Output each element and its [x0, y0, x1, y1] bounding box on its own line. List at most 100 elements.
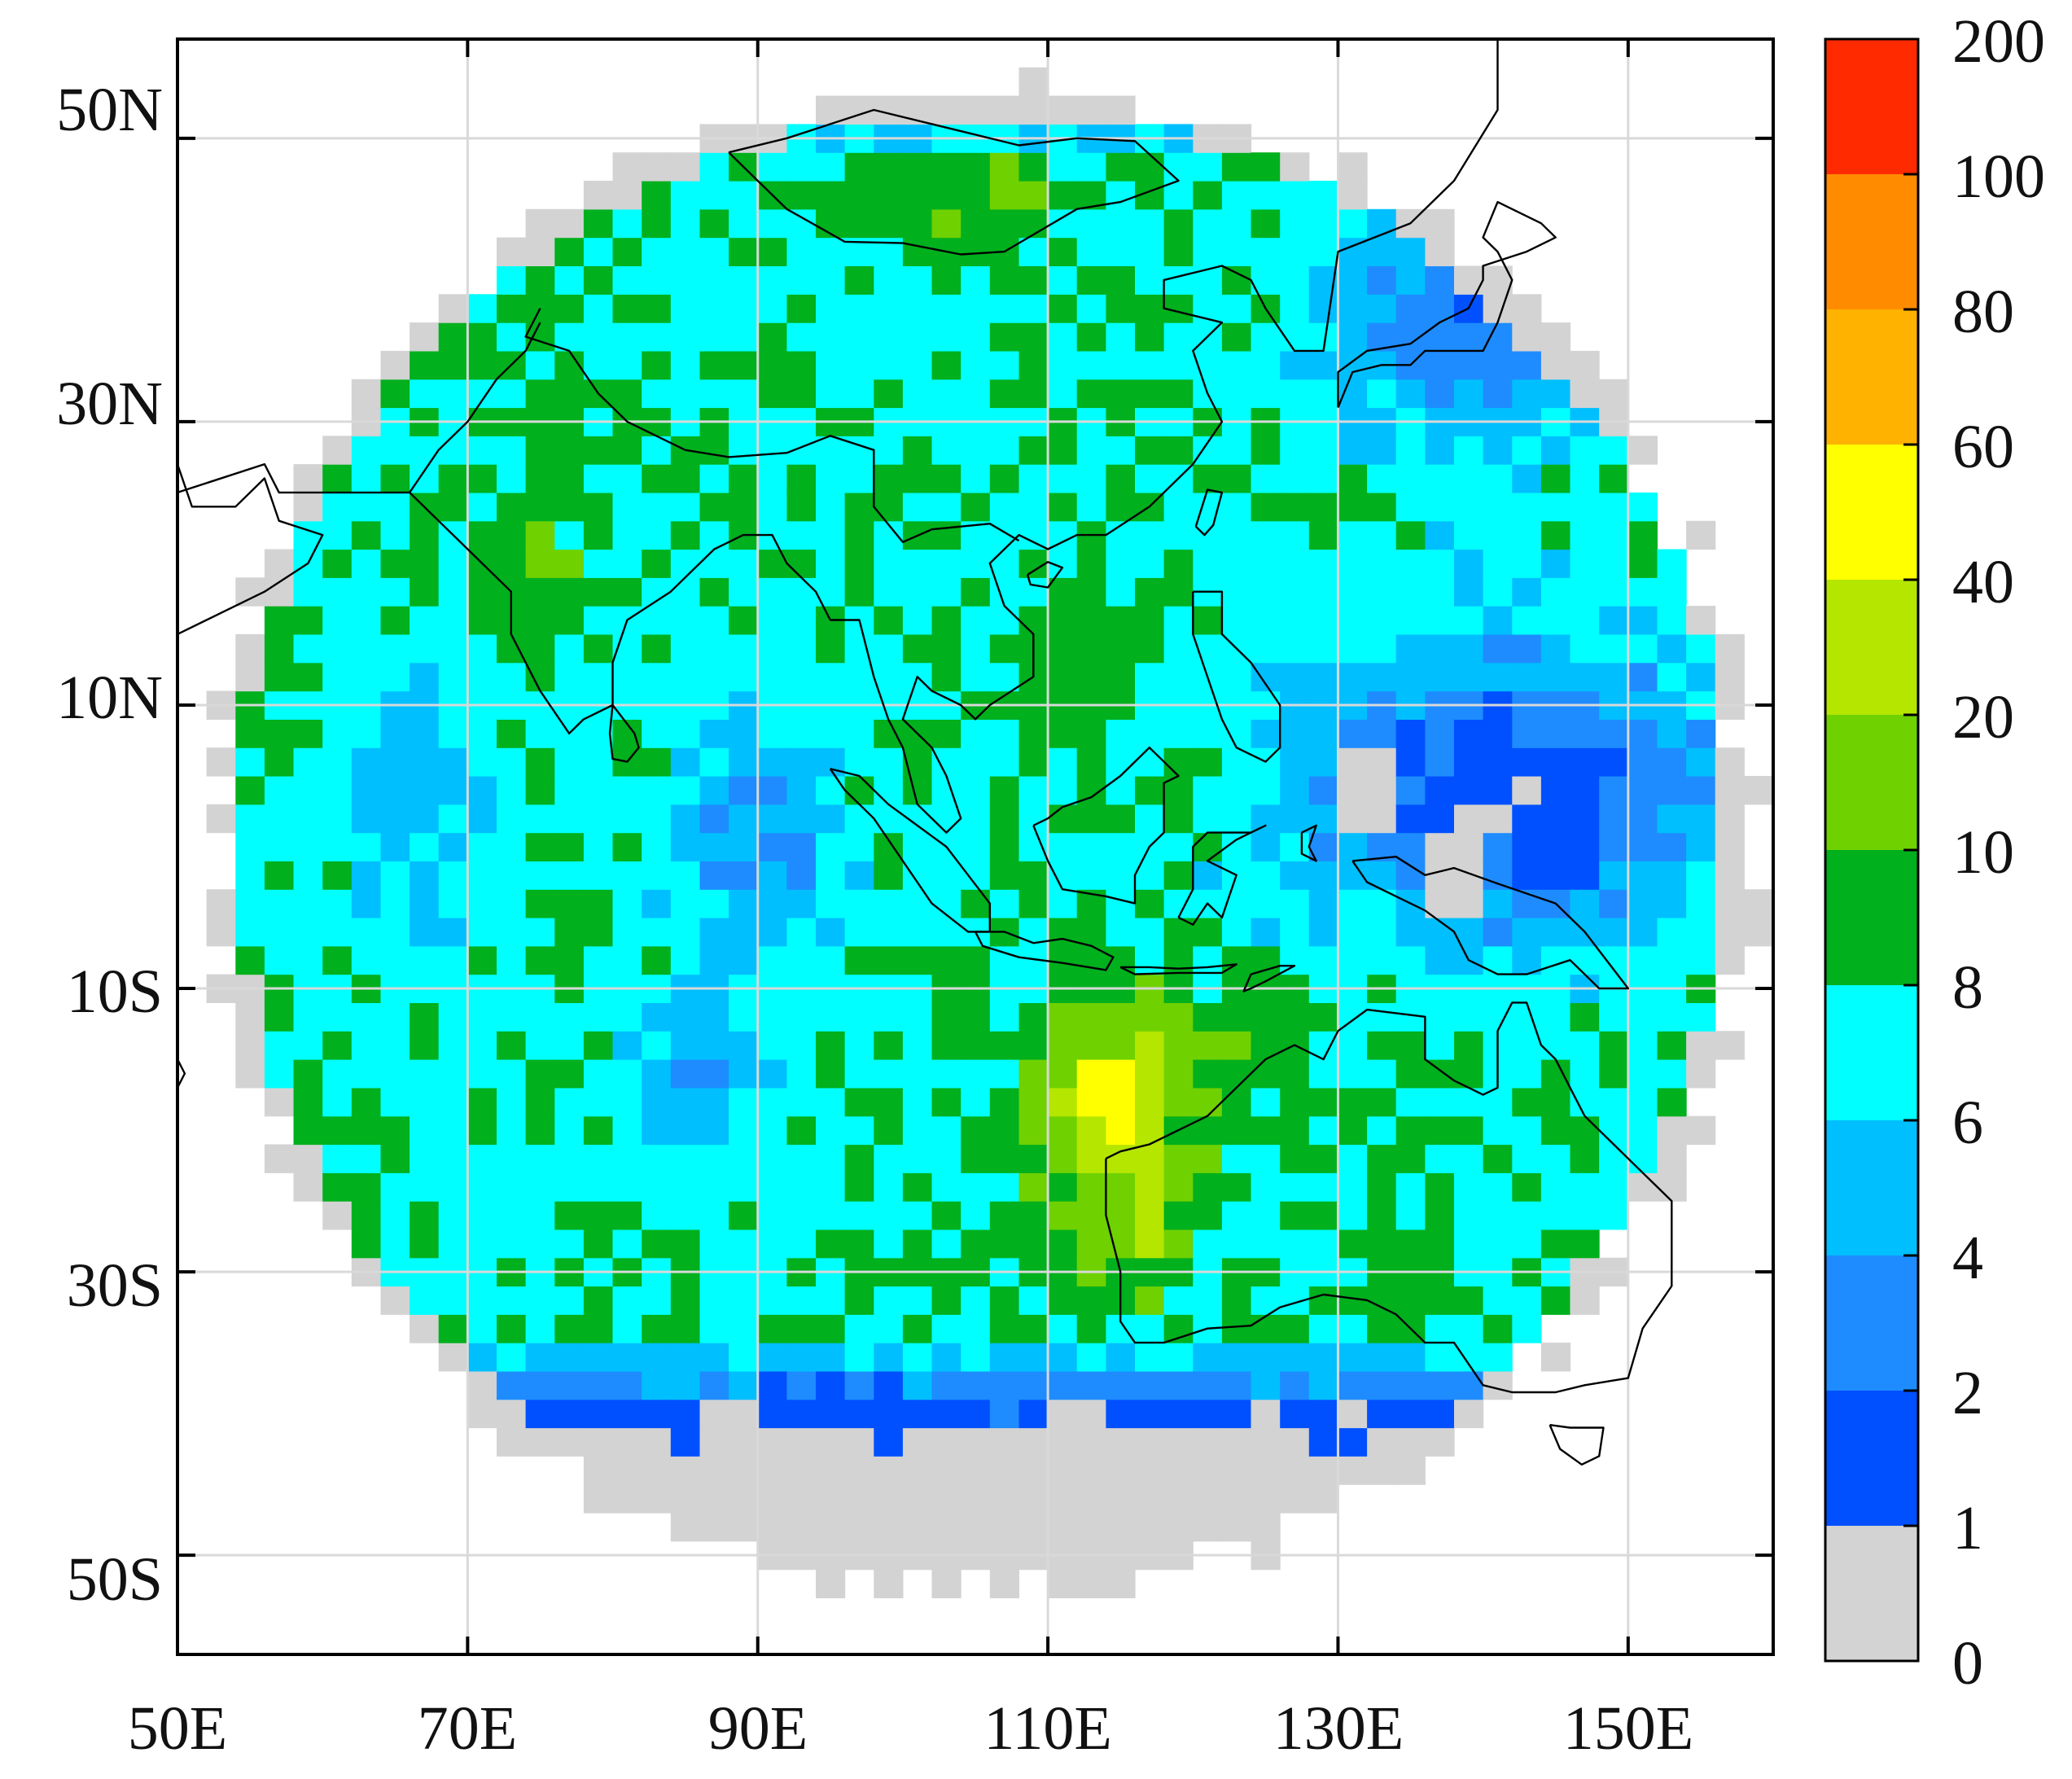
heatmap-cell	[1106, 606, 1136, 635]
heatmap-cell	[989, 1087, 1019, 1117]
heatmap-cell	[438, 633, 468, 664]
heatmap-cell	[1163, 152, 1194, 182]
heatmap-cell	[1627, 1031, 1658, 1060]
heatmap-cell	[206, 804, 236, 834]
heatmap-cell	[1540, 1172, 1571, 1202]
heatmap-cell	[1135, 350, 1165, 380]
heatmap-cell	[699, 606, 729, 635]
heatmap-cell	[1308, 1115, 1338, 1146]
heatmap-cell	[1395, 776, 1426, 805]
heatmap-cell	[931, 1286, 962, 1315]
y-axis-labels: 50N 30N 10N 10S 30S 50S	[56, 76, 163, 1614]
heatmap-cell	[467, 1201, 497, 1230]
heatmap-cell	[554, 1399, 585, 1429]
heatmap-cell	[699, 152, 729, 182]
heatmap-cell	[351, 1115, 381, 1146]
heatmap-cell	[844, 95, 874, 125]
heatmap-cell	[264, 804, 295, 834]
heatmap-cell	[989, 747, 1019, 777]
heatmap-cell	[874, 1229, 904, 1259]
heatmap-cell	[786, 152, 817, 182]
heatmap-cell	[1338, 1144, 1368, 1173]
heatmap-cell	[467, 918, 497, 947]
heatmap-cell	[1512, 918, 1542, 947]
heatmap-cell	[497, 1370, 527, 1400]
heatmap-cell	[1308, 1172, 1338, 1202]
heatmap-cell	[525, 804, 555, 834]
heatmap-cell	[438, 776, 468, 805]
heatmap-cell	[1715, 945, 1745, 975]
heatmap-cell	[1163, 520, 1194, 550]
heatmap-cell	[844, 1087, 874, 1117]
heatmap-cell	[1338, 1370, 1368, 1400]
heatmap-cell	[844, 1513, 874, 1542]
heatmap-cell	[729, 918, 759, 947]
heatmap-cell	[1686, 719, 1716, 748]
heatmap-cell	[844, 804, 874, 834]
heatmap-cell	[670, 889, 700, 918]
heatmap-cell	[931, 889, 962, 918]
heatmap-cell	[699, 1201, 729, 1230]
heatmap-cell	[1338, 322, 1368, 352]
heatmap-cell	[1251, 436, 1281, 465]
heatmap-cell	[1483, 1172, 1513, 1202]
heatmap-cell	[729, 633, 759, 664]
heatmap-cell	[1540, 379, 1571, 409]
heatmap-cell	[757, 1286, 787, 1315]
heatmap-cell	[1395, 492, 1426, 522]
heatmap-cell	[380, 776, 410, 805]
heatmap-cell	[1221, 237, 1252, 266]
heatmap-cell	[902, 747, 933, 777]
heatmap-cell	[1221, 719, 1252, 748]
heatmap-cell	[1018, 1314, 1049, 1343]
heatmap-cell	[1657, 1115, 1687, 1146]
heatmap-cell	[786, 294, 817, 323]
heatmap-cell	[1570, 1201, 1600, 1230]
heatmap-cell	[1686, 945, 1716, 975]
heatmap-cell	[380, 889, 410, 918]
heatmap-cell	[1483, 549, 1513, 578]
heatmap-cell	[786, 379, 817, 409]
heatmap-cell	[1483, 322, 1513, 352]
heatmap-cell	[989, 379, 1019, 409]
heatmap-cell	[670, 1229, 700, 1259]
heatmap-cell	[1280, 1427, 1310, 1457]
heatmap-cell	[1251, 1144, 1281, 1173]
heatmap-cell	[1251, 379, 1281, 409]
heatmap-cell	[467, 861, 497, 890]
heatmap-cell	[1512, 1002, 1542, 1032]
heatmap-cell	[642, 606, 672, 635]
heatmap-cell	[438, 832, 468, 861]
heatmap-cell	[583, 520, 614, 550]
heatmap-cell	[1338, 208, 1368, 239]
heatmap-cell	[642, 520, 672, 550]
heatmap-cell	[1106, 492, 1136, 522]
heatmap-cell	[1018, 577, 1049, 607]
heatmap-cell	[1280, 492, 1310, 522]
heatmap-cell	[1163, 1059, 1194, 1089]
heatmap-cell	[525, 918, 555, 947]
heatmap-cell	[729, 208, 759, 239]
heatmap-cell	[583, 577, 614, 607]
heatmap-cell	[757, 1427, 787, 1457]
heatmap-cell	[1657, 804, 1687, 834]
heatmap-cell	[1570, 804, 1600, 834]
heatmap-cell	[1367, 436, 1397, 465]
heatmap-cell	[902, 379, 933, 409]
heatmap-cell	[1744, 918, 1773, 947]
colorbar	[1824, 37, 1920, 1663]
heatmap-cell	[1221, 1427, 1252, 1457]
heatmap-cell	[1018, 1456, 1049, 1485]
heatmap-cell	[844, 1002, 874, 1032]
heatmap-cell	[525, 379, 555, 409]
heatmap-cell	[235, 889, 265, 918]
heatmap-cell	[1599, 1115, 1629, 1146]
heatmap-cell	[583, 1343, 614, 1372]
heatmap-cell	[1280, 577, 1310, 607]
heatmap-cell	[670, 520, 700, 550]
heatmap-cell	[612, 181, 642, 210]
heatmap-cell	[961, 265, 991, 295]
heatmap-cell	[583, 1115, 614, 1146]
heatmap-cell	[844, 945, 874, 975]
heatmap-cell	[322, 1172, 353, 1202]
